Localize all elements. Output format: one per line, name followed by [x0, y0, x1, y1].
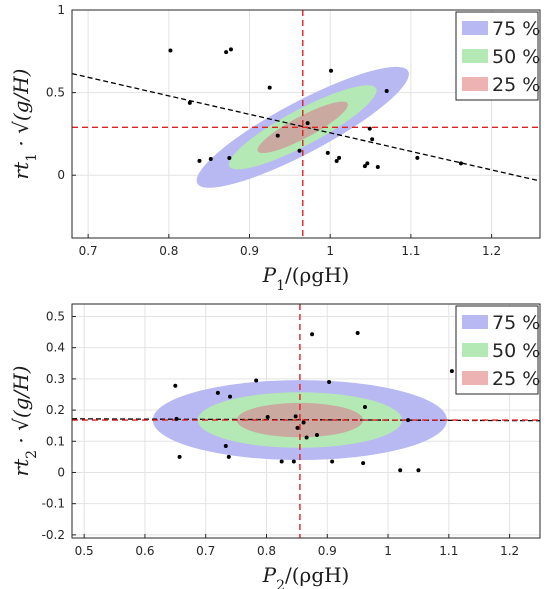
data-point-11: [325, 150, 330, 155]
data-point-13: [301, 420, 306, 425]
data-point-18: [330, 459, 335, 464]
data-point-23: [406, 418, 411, 423]
data-point-4: [223, 443, 228, 448]
data-point-12: [295, 425, 300, 430]
y-axis-label: rt1 · √(g/H): [9, 69, 40, 180]
data-point-7: [254, 378, 259, 383]
data-point-12: [329, 68, 334, 73]
data-point-25: [449, 369, 454, 374]
y-tick-label-5: 0.3: [46, 372, 65, 386]
data-point-19: [375, 164, 380, 169]
x-axis-label: P2/(ρgH): [262, 563, 350, 589]
legend: 75 % 50 % 25 %: [455, 11, 540, 101]
data-point-6: [227, 156, 232, 161]
data-point-4: [224, 50, 229, 55]
legend: 75 % 50 % 25 %: [455, 305, 540, 395]
x-tick-label-0: 0.5: [75, 544, 94, 558]
x-tick-label-3: 0.8: [257, 544, 276, 558]
data-point-17: [367, 126, 372, 131]
legend-label-2: 25 %: [492, 74, 540, 96]
x-tick-label-5: 1: [384, 544, 392, 558]
axes-box: [71, 303, 541, 539]
data-point-1: [174, 416, 179, 421]
legend-swatch-2: [462, 77, 488, 91]
y-tick-label-7: 0.5: [46, 309, 65, 323]
data-point-0: [168, 48, 173, 53]
data-point-2: [177, 454, 182, 459]
y-tick-label-1: -0.1: [42, 497, 65, 511]
data-point-1: [187, 100, 192, 105]
data-point-8: [265, 414, 270, 419]
x-tick-label-2: 0.7: [196, 544, 215, 558]
data-points: [173, 331, 454, 473]
data-point-15: [310, 332, 315, 337]
data-point-10: [291, 459, 296, 464]
data-point-20: [361, 461, 366, 466]
data-point-17: [327, 380, 332, 384]
legend-swatch-2: [462, 371, 488, 385]
y-tick-label-2: 1: [57, 3, 65, 17]
data-point-11: [293, 414, 298, 419]
legend-swatch-0: [462, 315, 488, 329]
data-point-9: [297, 148, 302, 153]
y-tick-label-0: 0: [57, 168, 65, 182]
data-point-7: [267, 85, 272, 90]
data-point-9: [279, 459, 284, 464]
x-tick-label-6: 1.1: [439, 544, 458, 558]
x-tick-label-4: 0.9: [318, 544, 337, 558]
data-point-14: [337, 155, 342, 160]
y-axis-label: rt2 · √(g/H): [9, 366, 40, 477]
legend-label-0: 75 %: [492, 18, 540, 40]
legend-label-0: 75 %: [492, 312, 540, 334]
data-point-22: [398, 468, 403, 473]
x-tick-label-2: 0.9: [240, 244, 259, 258]
top-chart-panel: 0.7 0.8 0.9 1 1.1 1.2 0 0.5 1 75 % 50 % 25 % P1/(ρgH…: [9, 3, 541, 294]
x-tick-label-4: 1.1: [401, 244, 420, 258]
y-tick-label-2: 0: [57, 465, 65, 479]
legend-swatch-0: [462, 21, 488, 35]
x-tick-label-0: 0.7: [79, 244, 98, 258]
x-tick-label-1: 0.6: [135, 544, 154, 558]
y-tick-label-1: 0.5: [46, 86, 65, 100]
data-point-10: [305, 121, 310, 126]
legend-label-1: 50 %: [492, 340, 540, 362]
data-point-3: [215, 390, 220, 395]
data-point-13: [334, 159, 339, 164]
data-points: [168, 47, 463, 169]
data-point-2: [197, 158, 202, 163]
data-point-24: [416, 468, 421, 473]
x-tick-label-1: 0.8: [159, 244, 178, 258]
data-point-15: [362, 164, 367, 169]
data-point-5: [226, 454, 231, 459]
legend-swatch-1: [462, 343, 488, 357]
data-point-0: [173, 383, 178, 388]
data-point-21: [362, 404, 367, 409]
data-point-18: [370, 137, 375, 142]
data-point-3: [208, 157, 213, 162]
x-tick-label-3: 1: [326, 244, 334, 258]
data-point-8: [275, 133, 280, 138]
x-axis-label: P1/(ρgH): [262, 263, 350, 294]
bottom-chart-panel: 0.5 0.6 0.7 0.8 0.9 1 1.1 1.2 -0.2 -0.1 0 0.1 0.2 0.3…: [9, 303, 541, 589]
y-tick-label-0: -0.2: [42, 528, 65, 542]
data-point-6: [228, 394, 233, 399]
data-point-20: [384, 88, 389, 93]
data-point-14: [304, 435, 309, 440]
data-point-16: [314, 433, 319, 438]
data-point-16: [365, 161, 370, 166]
axes-box: [71, 9, 541, 239]
x-tick-label-7: 1.2: [500, 544, 519, 558]
data-point-5: [228, 47, 233, 52]
data-point-22: [458, 161, 463, 166]
data-point-21: [415, 155, 420, 160]
legend-label-2: 25 %: [492, 368, 540, 390]
data-point-19: [355, 331, 360, 336]
y-tick-label-4: 0.2: [46, 403, 65, 417]
y-tick-label-6: 0.4: [46, 341, 65, 355]
legend-swatch-1: [462, 49, 488, 63]
y-tick-label-3: 0.1: [46, 434, 65, 448]
legend-label-1: 50 %: [492, 46, 540, 68]
x-tick-label-5: 1.2: [482, 244, 501, 258]
